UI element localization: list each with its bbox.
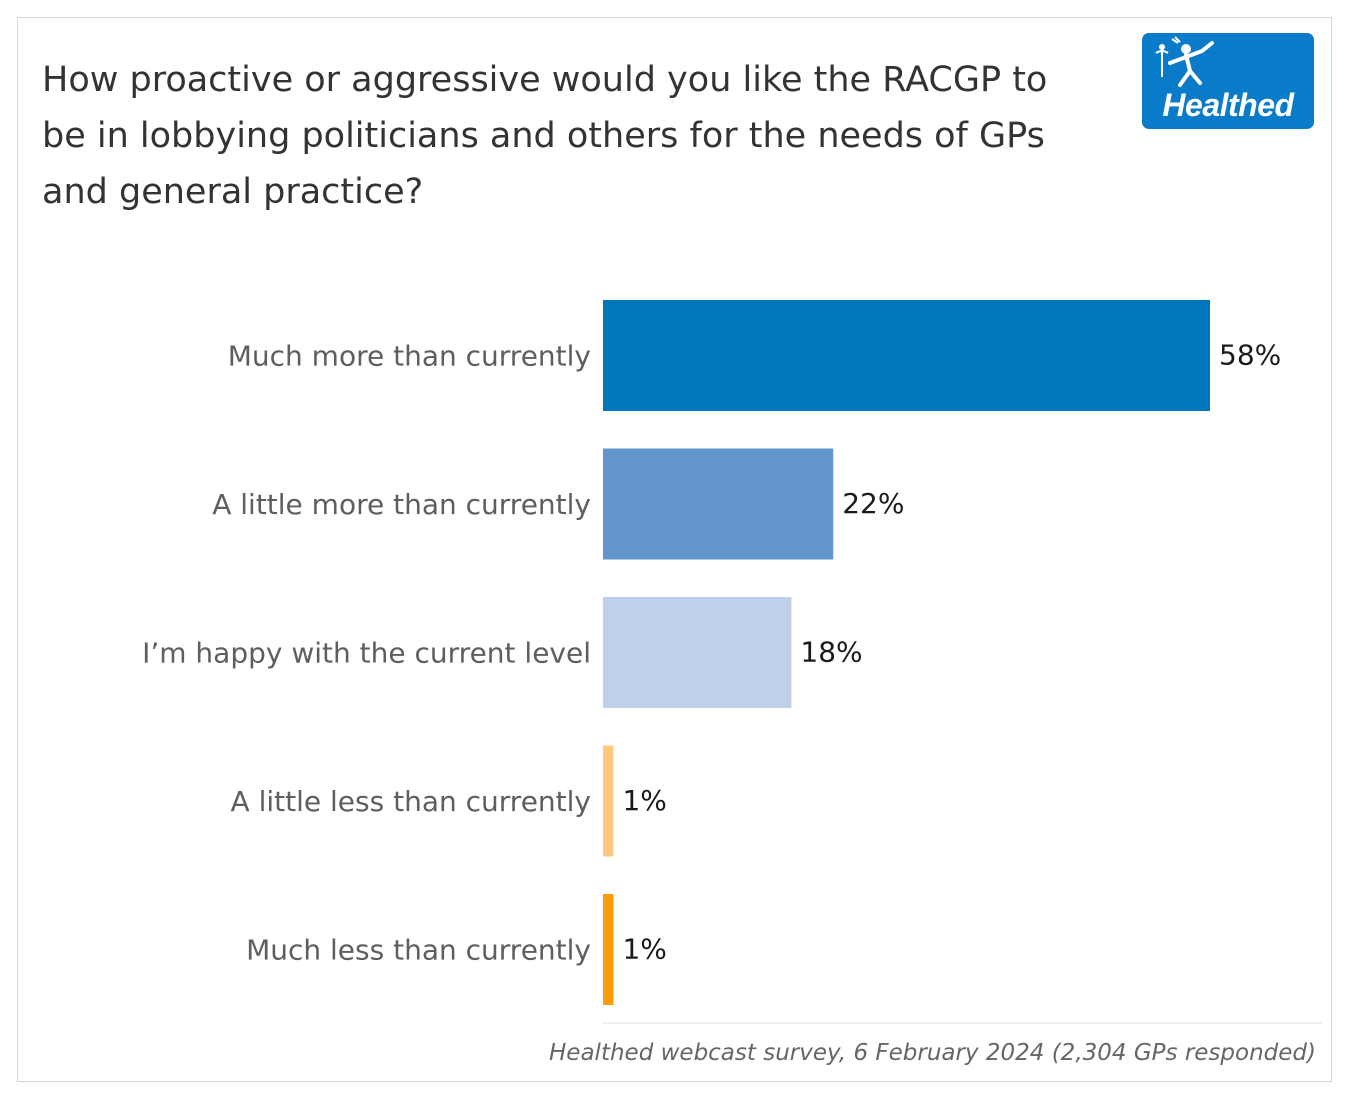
bar-2 <box>603 448 834 560</box>
bars-group: Much more than currently 58% A little more… <box>142 300 1281 1005</box>
value-label-5: 1% <box>622 933 666 966</box>
category-label-5: Much less than currently <box>246 934 591 967</box>
bar-4 <box>603 745 614 857</box>
category-label-3: I’m happy with the current level <box>142 637 591 670</box>
source-note: Healthed webcast survey, 6 February 2024… <box>549 1040 1316 1066</box>
category-label-4: A little less than currently <box>231 785 591 818</box>
bar-5 <box>603 894 614 1005</box>
value-label-3: 18% <box>800 636 862 669</box>
logo-text: Healthed <box>1162 87 1294 123</box>
bar-3 <box>603 597 792 708</box>
category-label-1: Much more than currently <box>228 340 591 373</box>
category-label-2: A little more than currently <box>212 488 591 521</box>
value-label-4: 1% <box>622 784 666 817</box>
chart-title: How proactive or aggressive would you li… <box>42 60 1048 212</box>
healthed-logo: Healthed <box>1142 33 1314 129</box>
bar-1 <box>603 300 1210 411</box>
hermes-figure-icon <box>1155 36 1214 87</box>
value-label-2: 22% <box>842 487 904 520</box>
value-label-1: 58% <box>1219 339 1281 372</box>
